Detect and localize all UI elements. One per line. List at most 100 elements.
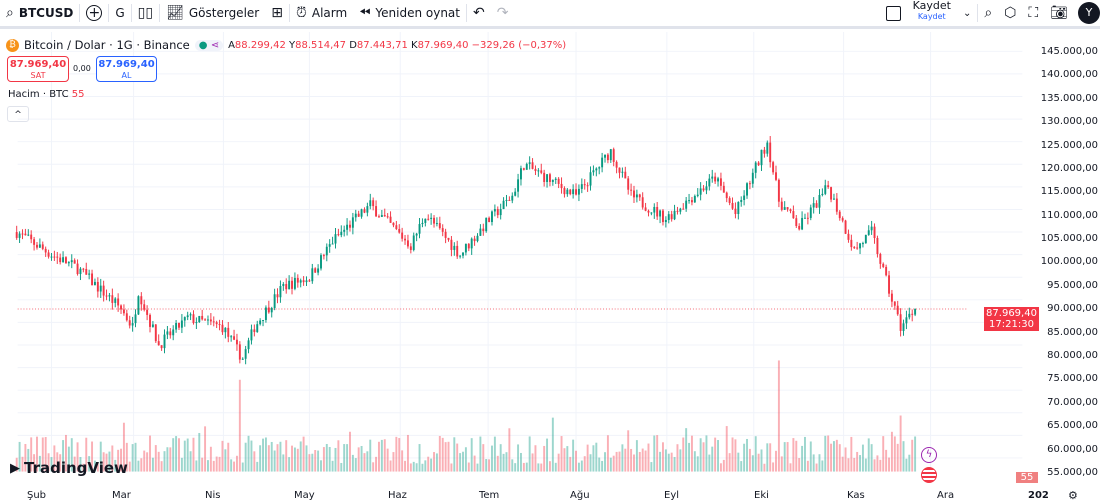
price-axis-label: 65.000,00 <box>1047 420 1098 432</box>
price-axis[interactable]: 145.000,00 140.000,00 135.000,00 130.000,00… <box>1040 32 1100 503</box>
volume-bar <box>180 457 183 472</box>
volume-bar <box>59 454 62 472</box>
candle <box>56 256 59 258</box>
candle <box>207 319 209 321</box>
candle <box>673 210 676 220</box>
candle <box>890 293 893 302</box>
price-axis-label: 95.000,00 <box>1047 279 1098 291</box>
volume-bar <box>499 444 502 472</box>
volume-bar <box>577 462 580 472</box>
volume-bar <box>667 453 670 472</box>
layout-toggle-button[interactable] <box>880 0 907 26</box>
redo-icon: ↷ <box>496 5 509 21</box>
settings-button[interactable]: ⬡ <box>998 0 1022 26</box>
candle <box>795 218 798 226</box>
price-chart[interactable] <box>0 32 1040 487</box>
candle <box>583 184 586 186</box>
candle <box>227 327 230 337</box>
layouts-button[interactable]: ⊞ <box>265 0 289 26</box>
candle <box>911 313 914 315</box>
replay-button[interactable]: ⏪︎ Yeniden oynat <box>359 5 460 21</box>
compare-button[interactable]: + <box>80 0 108 26</box>
volume-bar <box>627 430 630 472</box>
candle <box>27 234 30 236</box>
bar-countdown: 17:21:30 <box>989 318 1034 330</box>
candle <box>754 162 757 173</box>
volume-bar <box>117 449 120 472</box>
collapse-legend-button[interactable]: ^ <box>7 106 29 122</box>
spread: 0,00 <box>73 64 91 73</box>
indicators-button[interactable]: 📈︎ Göstergeler <box>166 5 260 21</box>
candle <box>79 268 82 275</box>
redo-button[interactable]: ↷ <box>491 0 515 26</box>
tradingview-logo[interactable]: ▶︎ TradingView <box>10 459 128 477</box>
candle <box>470 238 473 249</box>
candle <box>462 252 464 256</box>
sell-button[interactable]: 87.969,40 SAT <box>7 56 69 82</box>
candle <box>476 235 479 242</box>
volume-bar <box>743 443 746 472</box>
volume-bar <box>82 463 85 472</box>
volume-bar <box>864 458 867 472</box>
volume-bar <box>438 435 441 472</box>
volume-bar <box>554 462 557 472</box>
candle <box>772 162 775 173</box>
candle <box>357 213 360 217</box>
snapshot-button[interactable]: 📷︎ <box>1044 0 1074 26</box>
candle <box>459 255 462 257</box>
candle <box>366 206 369 213</box>
quick-search-icon: ⌕ <box>984 5 993 21</box>
volume-bar <box>462 451 464 472</box>
undo-button[interactable]: ↶ <box>467 0 491 26</box>
volume-bar <box>482 444 485 472</box>
volume-bar <box>763 463 766 472</box>
volume-bar <box>601 460 604 472</box>
volume-bar <box>70 438 73 472</box>
candle <box>392 222 395 226</box>
candle <box>146 309 149 315</box>
volume-bar <box>154 445 157 472</box>
candle <box>679 208 682 212</box>
save-button[interactable]: Kaydet Kaydet <box>912 0 951 21</box>
volume-bar <box>537 463 540 472</box>
volume-bar <box>757 453 760 472</box>
volume-bar <box>589 454 592 472</box>
lightning-event-icon[interactable]: ϟ <box>921 447 937 463</box>
interval-button[interactable]: G <box>115 6 125 20</box>
us-flag-event-icon[interactable] <box>921 467 937 483</box>
buy-button[interactable]: 87.969,40 AL <box>96 56 157 82</box>
quick-search-button[interactable]: ⌕ <box>978 0 998 26</box>
volume-bar <box>270 441 273 472</box>
chart-type-button[interactable]: ▯▯ <box>132 0 159 26</box>
candle <box>861 243 864 245</box>
fullscreen-button[interactable]: ⛶ <box>1022 0 1044 26</box>
volume-bar <box>841 456 844 472</box>
candle <box>59 257 62 263</box>
volume-bar <box>809 441 812 472</box>
ohlc-values: A88.299,42 Y88.514,47 D87.443,71 K87.969… <box>228 39 567 51</box>
avatar[interactable]: Y <box>1078 2 1100 24</box>
candle <box>149 314 151 327</box>
volume-bar <box>73 456 76 472</box>
symbol-search-button[interactable]: ⌕ BTCUSD <box>6 5 74 21</box>
volume-bar <box>575 450 577 472</box>
volume-bar <box>340 462 343 472</box>
candle <box>511 195 514 201</box>
symbol-title[interactable]: Bitcoin / Dolar · 1G · Binance <box>24 38 190 52</box>
volume-bar <box>604 452 606 472</box>
candle <box>250 329 253 341</box>
alarm-button[interactable]: ⏰︎ Alarm <box>295 5 348 21</box>
candle <box>809 207 812 218</box>
volume-bar <box>343 444 346 472</box>
volume-bar <box>812 454 815 472</box>
volume-bar <box>198 432 201 472</box>
market-status[interactable]: ● ⋖ <box>194 39 224 51</box>
volume-bar <box>766 443 769 472</box>
candle <box>656 206 659 217</box>
volume-bar <box>160 461 163 472</box>
save-menu-button[interactable]: ⌄ <box>957 0 977 26</box>
volume-bar <box>705 435 708 472</box>
axis-settings-icon[interactable]: ⚙︎ <box>1068 489 1078 502</box>
candle <box>876 238 879 255</box>
candle <box>514 191 517 196</box>
